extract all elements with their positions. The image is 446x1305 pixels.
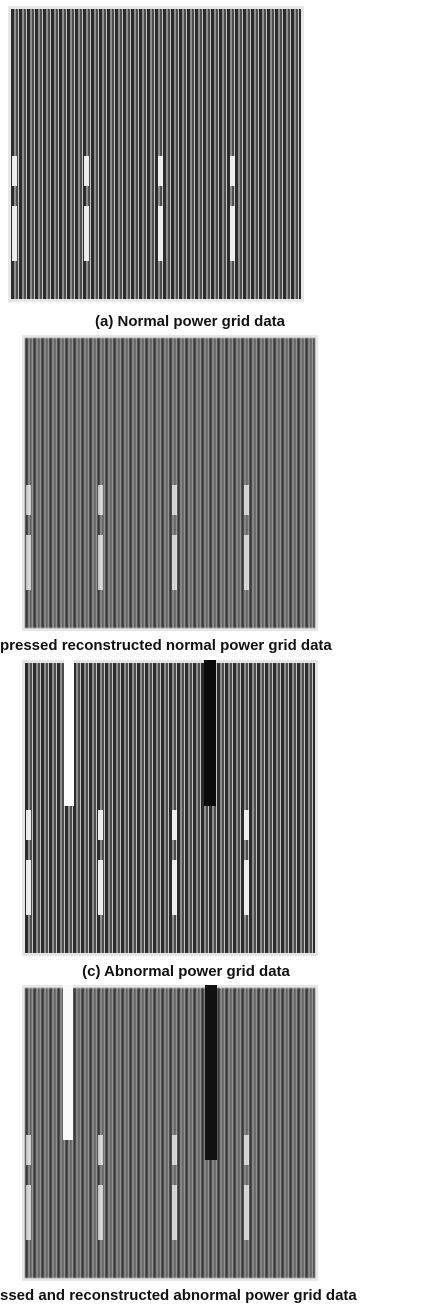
highlight bbox=[230, 206, 235, 261]
highlight bbox=[98, 810, 103, 840]
caption: (c) Abnormal power grid data bbox=[82, 963, 290, 980]
highlight bbox=[26, 535, 31, 590]
caption: pressed reconstructed normal power grid … bbox=[0, 637, 332, 654]
anomaly-black bbox=[205, 985, 217, 1160]
page: (a) Normal power grid data pressed recon… bbox=[0, 0, 446, 1305]
highlight bbox=[172, 860, 177, 915]
caption: (a) Normal power grid data bbox=[95, 313, 285, 330]
highlight bbox=[84, 206, 89, 261]
highlight bbox=[26, 1135, 31, 1165]
stripes bbox=[11, 9, 301, 299]
figure-image bbox=[22, 985, 318, 1281]
highlight bbox=[158, 206, 163, 261]
highlight bbox=[84, 156, 89, 186]
highlight bbox=[172, 1185, 177, 1240]
anomaly-black bbox=[204, 660, 216, 806]
highlight bbox=[158, 156, 163, 186]
stripes bbox=[25, 338, 315, 628]
highlight bbox=[98, 860, 103, 915]
highlight bbox=[244, 1185, 249, 1240]
caption: ssed and reconstructed abnormal power gr… bbox=[0, 1287, 357, 1304]
anomaly-white bbox=[64, 660, 74, 806]
highlight bbox=[12, 206, 17, 261]
highlight bbox=[98, 1135, 103, 1165]
highlight bbox=[230, 156, 235, 186]
highlight bbox=[12, 156, 17, 186]
highlight bbox=[98, 1185, 103, 1240]
highlight bbox=[244, 810, 249, 840]
highlight bbox=[26, 860, 31, 915]
highlight bbox=[244, 485, 249, 515]
figure-image bbox=[22, 335, 318, 631]
highlight bbox=[26, 1185, 31, 1240]
highlight bbox=[26, 485, 31, 515]
highlight bbox=[244, 1135, 249, 1165]
highlight bbox=[26, 810, 31, 840]
highlight bbox=[98, 535, 103, 590]
highlight bbox=[172, 1135, 177, 1165]
anomaly-white bbox=[63, 985, 73, 1140]
highlight bbox=[172, 810, 177, 840]
figure-image bbox=[22, 660, 318, 956]
highlight bbox=[244, 860, 249, 915]
highlight bbox=[172, 485, 177, 515]
highlight bbox=[172, 535, 177, 590]
figure-image bbox=[8, 6, 304, 302]
highlight bbox=[98, 485, 103, 515]
highlight bbox=[244, 535, 249, 590]
